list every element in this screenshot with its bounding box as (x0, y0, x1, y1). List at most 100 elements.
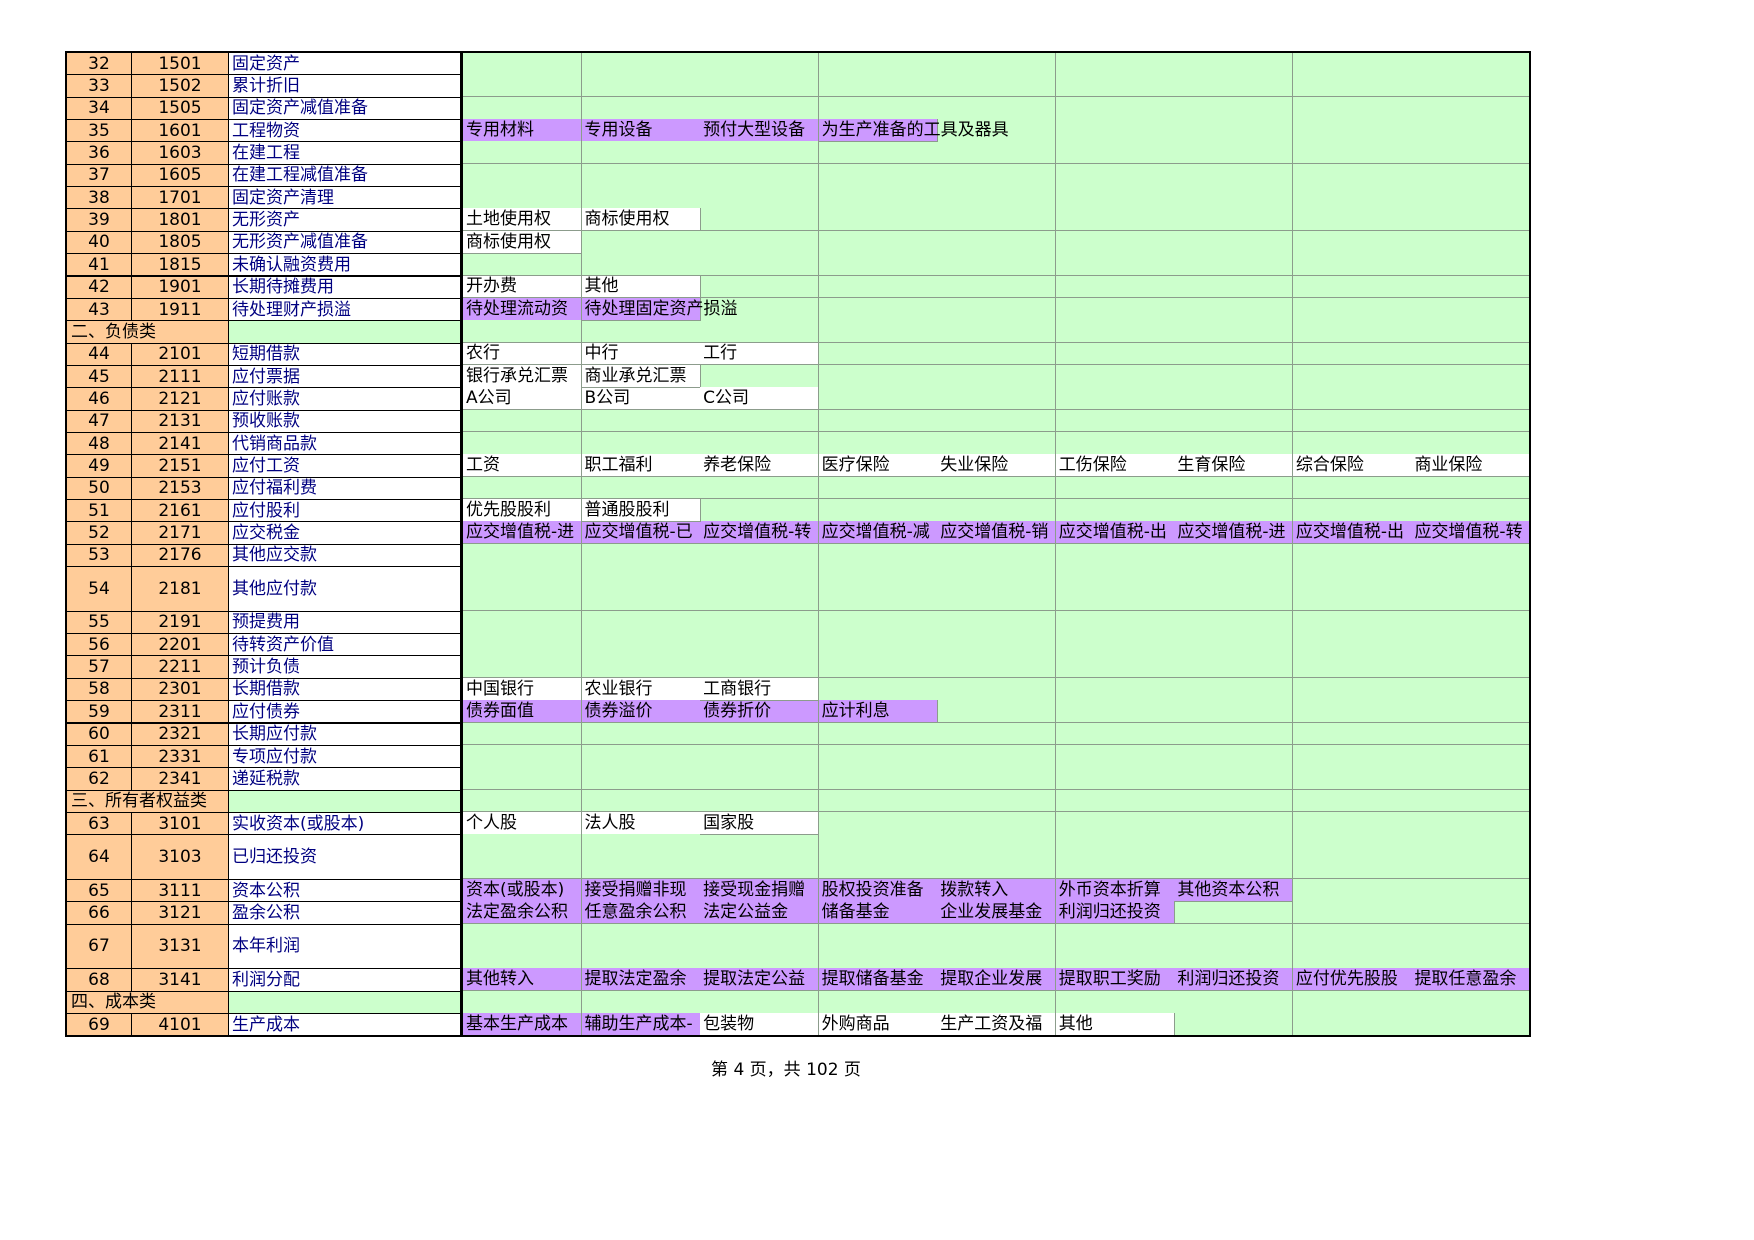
account-name: 未确认融资费用 (228, 253, 461, 277)
section-label: 二、负债类 (66, 320, 229, 344)
account-name: 应付股利 (228, 499, 461, 523)
empty-cell (1055, 119, 1175, 142)
account-name: 应付工资 (228, 454, 461, 478)
empty-cell (1055, 633, 1175, 656)
account-code: 1901 (131, 275, 229, 299)
empty-cell (937, 499, 1057, 522)
empty-cell (1292, 566, 1412, 612)
sub-account: 商业承兑汇票 (581, 364, 701, 388)
empty-cell (937, 186, 1057, 209)
sub-account: 待处理固定资产损溢 (581, 297, 738, 321)
sub-account: 专用材料 (463, 119, 583, 142)
account-name: 固定资产减值准备 (228, 96, 461, 121)
empty-cell (1411, 253, 1531, 276)
empty-cell (581, 789, 701, 813)
empty-cell (818, 655, 938, 679)
empty-cell (937, 342, 1057, 366)
empty-cell (463, 543, 583, 567)
empty-cell (1174, 208, 1294, 232)
sub-account: 国家股 (700, 811, 820, 835)
empty-cell (700, 275, 820, 299)
empty-cell (581, 253, 701, 276)
account-name: 盈余公积 (228, 901, 461, 925)
empty-cell (700, 253, 820, 276)
account-code: 2176 (131, 543, 229, 568)
sub-account: 应付优先股股 (1292, 968, 1412, 992)
empty-cell (1174, 901, 1294, 925)
page-footer: 第 4 页，共 102 页 (711, 1060, 861, 1080)
empty-cell (1055, 767, 1175, 791)
empty-cell (937, 990, 1057, 1014)
empty-cell (1292, 677, 1412, 701)
account-name: 其他应交款 (228, 543, 461, 568)
empty-cell (937, 253, 1057, 276)
empty-cell (700, 186, 820, 209)
empty-cell (1292, 163, 1412, 187)
account-name: 利润分配 (228, 968, 461, 992)
row-number: 43 (66, 297, 132, 322)
empty-cell (1411, 74, 1531, 98)
empty-cell (1055, 655, 1175, 679)
empty-cell (463, 566, 583, 612)
empty-cell (700, 566, 820, 612)
account-code: 2171 (131, 521, 229, 545)
account-code: 2311 (131, 700, 229, 724)
row-number: 33 (66, 74, 132, 98)
empty-cell (581, 744, 701, 768)
sub-account: 应交增值税-减 (818, 521, 938, 545)
empty-cell (1055, 163, 1175, 187)
empty-cell (937, 387, 1057, 411)
account-code: 1805 (131, 230, 229, 255)
empty-cell (818, 387, 938, 411)
sub-account: 法人股 (581, 811, 701, 835)
empty-cell (1174, 96, 1294, 120)
empty-cell (1292, 320, 1412, 344)
empty-cell (818, 633, 938, 656)
empty-cell (1055, 52, 1175, 75)
sub-account: B公司 (581, 387, 701, 411)
empty-cell (700, 834, 820, 880)
empty-cell (937, 74, 1057, 98)
account-code: 3141 (131, 968, 229, 992)
empty-cell (1174, 387, 1294, 411)
empty-cell (1174, 297, 1294, 321)
empty-cell (937, 208, 1057, 232)
empty-cell (1292, 74, 1412, 98)
account-name: 已归还投资 (228, 834, 461, 880)
empty-cell (1174, 364, 1294, 388)
sub-account: 工资 (463, 454, 583, 478)
empty-cell (1174, 990, 1294, 1014)
account-code: 2341 (131, 767, 229, 791)
empty-cell (818, 186, 938, 209)
row-number: 65 (66, 878, 132, 903)
empty-cell (1411, 208, 1531, 232)
empty-cell (818, 275, 938, 299)
account-code: 3103 (131, 834, 229, 880)
account-code: 2121 (131, 387, 229, 411)
row-number: 34 (66, 96, 132, 121)
empty-cell (1055, 230, 1175, 254)
empty-cell (1292, 811, 1412, 835)
empty-cell (1055, 275, 1175, 299)
empty-cell (581, 990, 701, 1014)
empty-cell (818, 297, 938, 321)
row-number: 42 (66, 275, 132, 299)
sub-account: 生产工资及福 (937, 1013, 1057, 1036)
empty-cell (700, 499, 820, 522)
empty-cell (1411, 789, 1531, 813)
sub-account: 为生产准备的工具及器具 (818, 119, 1009, 142)
row-number: 66 (66, 901, 132, 925)
empty-cell (1411, 52, 1531, 75)
empty-cell (937, 722, 1057, 746)
sub-account: 专用设备 (581, 119, 701, 142)
empty-cell (818, 230, 938, 254)
account-name: 固定资产清理 (228, 186, 461, 210)
account-code: 2301 (131, 677, 229, 702)
empty-cell (1055, 744, 1175, 768)
row-number: 63 (66, 811, 132, 836)
empty-cell (581, 52, 701, 75)
empty-cell (818, 208, 938, 232)
account-name: 长期应付款 (228, 722, 461, 746)
row-number: 39 (66, 208, 132, 232)
